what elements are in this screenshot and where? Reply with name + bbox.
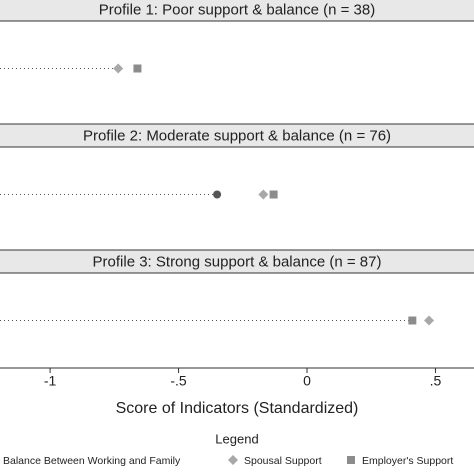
x-tick-label: -.5 — [170, 373, 187, 389]
legend-label: Employer's Support — [362, 455, 453, 467]
panel-header — [0, 123, 474, 148]
data-point — [408, 316, 417, 325]
panel-title: Profile 3: Strong support & balance (n =… — [93, 253, 382, 270]
data-point — [213, 190, 222, 199]
data-point — [424, 315, 435, 326]
data-point — [133, 64, 142, 73]
x-tick-label: -1 — [44, 373, 57, 389]
data-point — [269, 190, 278, 199]
legend-title: Legend — [215, 431, 258, 446]
x-tick-label: 0 — [303, 373, 311, 389]
data-point — [258, 189, 269, 200]
legend-label: Spousal Support — [244, 455, 322, 467]
panel-header — [0, 0, 474, 22]
legend-marker — [347, 456, 355, 464]
x-axis-title: Score of Indicators (Standardized) — [116, 400, 359, 417]
legend-marker — [228, 455, 238, 465]
panel-header — [0, 249, 474, 274]
data-point — [113, 63, 124, 74]
panel-title: Profile 2: Moderate support & balance (n… — [83, 127, 391, 144]
x-tick-label: .5 — [430, 373, 442, 389]
panel-title: Profile 1: Poor support & balance (n = 3… — [99, 1, 375, 18]
legend-label: Balance Between Working and Family — [3, 455, 181, 467]
